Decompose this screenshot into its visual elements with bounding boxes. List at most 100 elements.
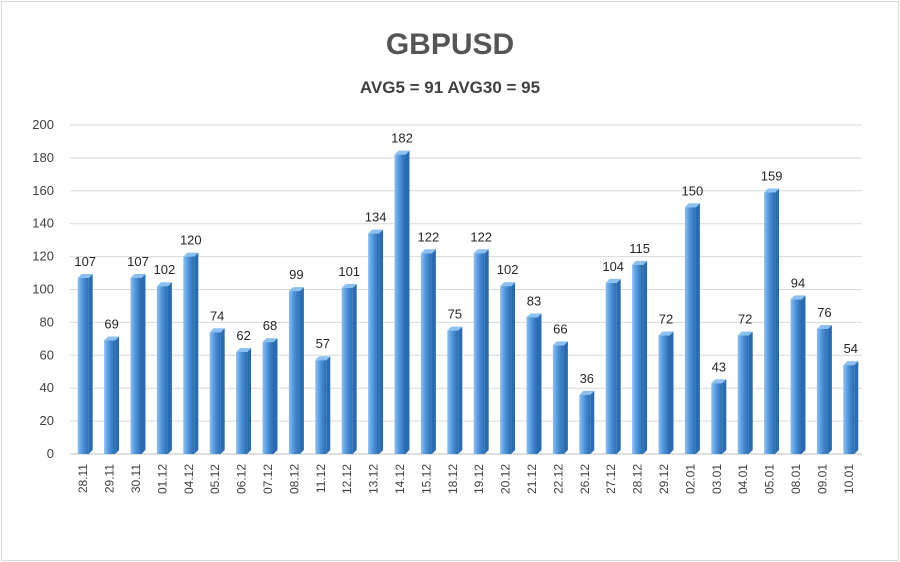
x-tick-label: 04.01	[736, 464, 750, 494]
bar	[605, 278, 621, 454]
bar-side	[748, 331, 753, 454]
bar-top	[315, 356, 331, 361]
bar	[632, 260, 648, 454]
data-label: 122	[470, 229, 492, 244]
bar	[579, 390, 595, 454]
bar	[526, 313, 542, 454]
x-tick-label: 15.12	[419, 464, 433, 494]
y-tick-label: 60	[40, 347, 54, 362]
data-label: 115	[629, 241, 650, 256]
x-tick-label: 22.12	[551, 464, 565, 494]
bar-side	[511, 282, 516, 454]
data-label: 120	[180, 233, 202, 248]
bar-front	[816, 328, 828, 454]
x-tick-label: 04.12	[182, 464, 196, 494]
bar-top	[816, 324, 832, 329]
data-label: 43	[712, 359, 726, 374]
bar-side	[273, 338, 278, 454]
data-label: 134	[365, 210, 387, 225]
bar	[711, 379, 727, 454]
bar-top	[790, 295, 806, 300]
bar-top	[711, 379, 727, 384]
x-tick-label: 10.01	[842, 464, 856, 494]
data-label: 102	[154, 262, 176, 277]
bar-side	[669, 331, 674, 454]
bar	[288, 287, 304, 454]
bar-front	[658, 335, 670, 454]
bar-front	[368, 233, 380, 454]
x-tick-label: 26.12	[578, 464, 592, 494]
bar-top	[764, 188, 780, 193]
bar-front	[420, 253, 432, 454]
data-label: 107	[127, 254, 149, 269]
bar-side	[458, 326, 463, 454]
data-label: 68	[263, 318, 277, 333]
x-tick-label: 30.11	[129, 464, 143, 493]
y-tick-label: 100	[32, 282, 54, 297]
bar-side	[141, 273, 146, 454]
bar	[420, 249, 436, 454]
x-tick-label: 18.12	[446, 464, 460, 494]
x-tick-label: 13.12	[367, 464, 381, 494]
x-tick-label: 20.12	[499, 464, 513, 494]
bar-front	[500, 286, 512, 454]
bar-side	[722, 379, 727, 454]
bar-side	[167, 282, 172, 454]
bar	[236, 348, 252, 454]
bar-side	[590, 390, 595, 454]
bar-front	[236, 352, 248, 454]
bar-side	[801, 295, 806, 454]
bar-front	[262, 342, 274, 454]
bar-front	[341, 287, 353, 454]
bar-front	[77, 277, 89, 454]
y-tick-label: 200	[32, 117, 54, 132]
bar	[552, 341, 568, 454]
y-tick-label: 0	[47, 446, 54, 461]
bar-side	[379, 229, 384, 454]
bar-front	[315, 360, 327, 454]
bar	[737, 331, 753, 454]
bar-top	[737, 331, 753, 336]
x-tick-label: 05.12	[208, 464, 222, 494]
chart-title: GBPUSD	[385, 28, 515, 61]
bar-top	[526, 313, 542, 318]
bar-top	[552, 341, 568, 346]
y-axis: 0 20 40 60 80 100 120 140 160 180 200	[32, 117, 54, 461]
data-label: 74	[210, 308, 224, 323]
data-label: 62	[236, 328, 250, 343]
bar-top	[394, 150, 410, 155]
bar-front	[473, 253, 485, 454]
bar-side	[431, 249, 436, 454]
bar-side	[247, 348, 252, 454]
data-label: 57	[316, 336, 330, 351]
bars	[77, 150, 859, 455]
bar-top	[500, 282, 516, 287]
bar-top	[579, 390, 595, 395]
x-tick-label: 21.12	[525, 464, 539, 494]
bar	[130, 273, 146, 454]
y-tick-label: 120	[32, 249, 54, 264]
bar-top	[658, 331, 674, 336]
bar-side	[695, 203, 700, 454]
bar-front	[684, 207, 696, 454]
bar-top	[156, 282, 172, 287]
bar	[156, 282, 172, 454]
bar-side	[827, 324, 832, 454]
y-tick-label: 140	[32, 216, 54, 231]
bar	[262, 338, 278, 454]
bar-side	[643, 260, 648, 454]
data-label: 150	[682, 183, 704, 198]
bar	[500, 282, 516, 454]
bar-front	[447, 330, 459, 454]
bar-front	[156, 286, 168, 454]
data-label: 66	[553, 321, 567, 336]
bar-top	[473, 249, 489, 254]
bar-top	[684, 203, 700, 208]
x-tick-label: 09.01	[815, 464, 829, 494]
data-label: 159	[761, 168, 783, 183]
x-tick-label: 05.01	[763, 464, 777, 494]
data-label: 122	[418, 229, 440, 244]
bar-side	[115, 336, 120, 454]
bar-front	[737, 335, 749, 454]
bar-front	[711, 383, 723, 454]
